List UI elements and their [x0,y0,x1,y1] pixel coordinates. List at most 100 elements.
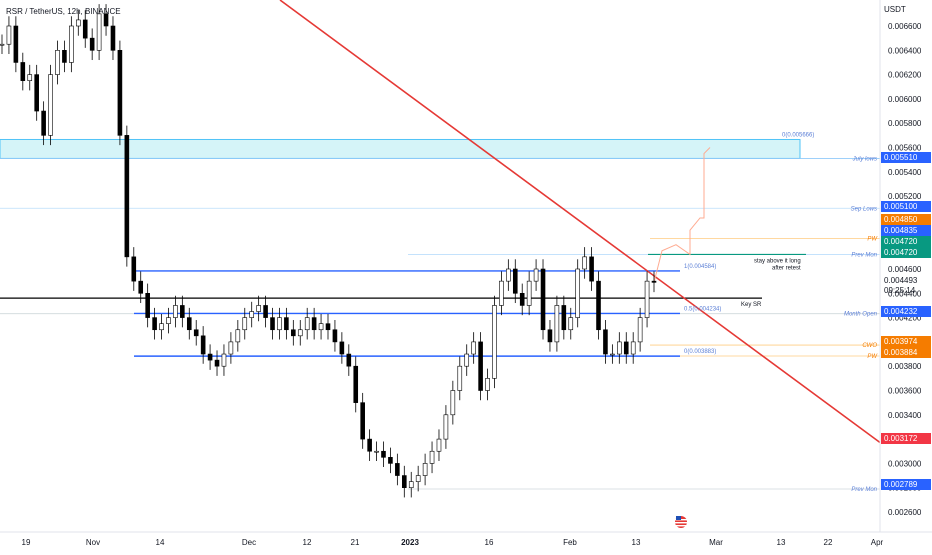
level-label: Prev Mon [851,252,877,258]
time-tick-label: 13 [777,538,786,547]
candle-body [41,110,46,136]
price-tick-label: 0.003800 [888,362,922,371]
candle-body [360,402,365,440]
time-tick-label: 13 [632,538,641,547]
time-tick-label: Mar [709,538,723,547]
candle-body [630,341,636,355]
candle-body [589,256,594,282]
candle-body [381,450,386,458]
note-label: stay above it long [754,258,801,264]
price-tick-label: 0.006400 [888,46,922,55]
candle-body [27,74,33,81]
candle-body [62,49,67,63]
candle-body [200,335,206,355]
candle-body [374,450,379,453]
candle-body [582,256,587,270]
level-label: Sep Lows [851,206,877,212]
candle-body [623,341,629,355]
candle-body [186,317,192,331]
candle-body [478,341,483,391]
price-tick-label: 0.006200 [888,71,922,80]
candle-body [304,317,310,331]
price-tick-label: 0.005400 [888,168,922,177]
level-label: CWO [862,343,877,349]
time-tick-label: 12 [303,538,312,547]
candle-body [367,438,372,452]
time-tick-label: 2023 [401,538,419,547]
note-label: after retest [772,265,801,271]
candle-body [82,19,88,39]
candle-body [221,353,227,367]
price-tags: 0.005510 0.005100 0.004850 0.004835 0.004720… [881,152,931,490]
candle-body [131,256,137,282]
price-tick-label: 0.004600 [888,265,922,274]
time-tick-label: Apr [871,538,884,547]
currency-label: USDT [884,5,906,14]
candle-body [346,353,352,367]
candle-body [415,475,421,482]
candle-body [284,317,289,331]
price-tick-label: 0.004200 [888,314,922,323]
price-tag-bg [881,247,931,258]
level-label: Month Open [844,312,878,318]
time-tick-label: 21 [351,538,360,547]
price-tick-label: 0.003600 [888,387,922,396]
time-tick-label: Nov [86,538,100,547]
candle-body [103,13,109,27]
price-tick-label: 0.005800 [888,119,922,128]
price-tag-label: 0.004232 [884,307,918,316]
candle-body [270,317,275,331]
price-tag-label: 0.003884 [884,348,918,357]
candle-body [353,365,359,403]
candle-body [610,353,615,356]
candles-layer [0,4,657,498]
candle-body [644,280,650,318]
price-tick-label: 0.006000 [888,95,922,104]
price-tag-bg [881,479,931,490]
candle-body [408,481,414,488]
candle-body [506,268,511,282]
candle-body [263,305,268,318]
price-tag-label: 0.003172 [884,434,918,443]
level-label: PW [867,237,878,243]
candle-body [547,329,553,343]
us-flag-icon[interactable] [675,516,687,528]
price-tag-label: 0.005510 [884,153,918,162]
price-tag-bg [881,336,931,347]
candle-body [526,280,532,306]
candle-body [13,25,19,63]
candle-body [89,37,95,51]
candle-body [443,414,449,440]
price-tag-label: 0.002789 [884,480,918,489]
candle-body [561,305,567,331]
candle-body [596,280,601,331]
candle-body [568,317,574,331]
projection-path [653,147,711,283]
candle-body [499,280,504,306]
fib-level-label: 0.5(0.004234) [684,306,721,312]
price-tick-label: 0.004400 [888,289,922,298]
candle-body [291,329,296,337]
candle-body [0,43,5,46]
candle-body [117,49,123,136]
candle-body [152,317,157,331]
candle-body [471,341,476,355]
candle-body [55,49,60,75]
candle-body [193,329,199,337]
price-tag-bg [881,152,931,163]
candle-body [34,74,39,112]
candle-body [48,74,53,136]
level-label: Prev Mon [851,487,877,493]
time-tick-label: 16 [485,538,494,547]
candle-body [401,475,407,488]
fib-level-label: 1(0.004584) [684,264,716,270]
time-tick-label: 19 [22,538,31,547]
time-axis-bg[interactable] [0,532,932,550]
candle-body [395,463,400,476]
price-tag-bg [881,433,931,444]
candle-body [533,268,539,282]
annotations-layer: 0(0.005666) 1(0.004584) 0.5(0.004234) 0(0.0… [684,132,878,493]
candle-body [617,341,622,355]
